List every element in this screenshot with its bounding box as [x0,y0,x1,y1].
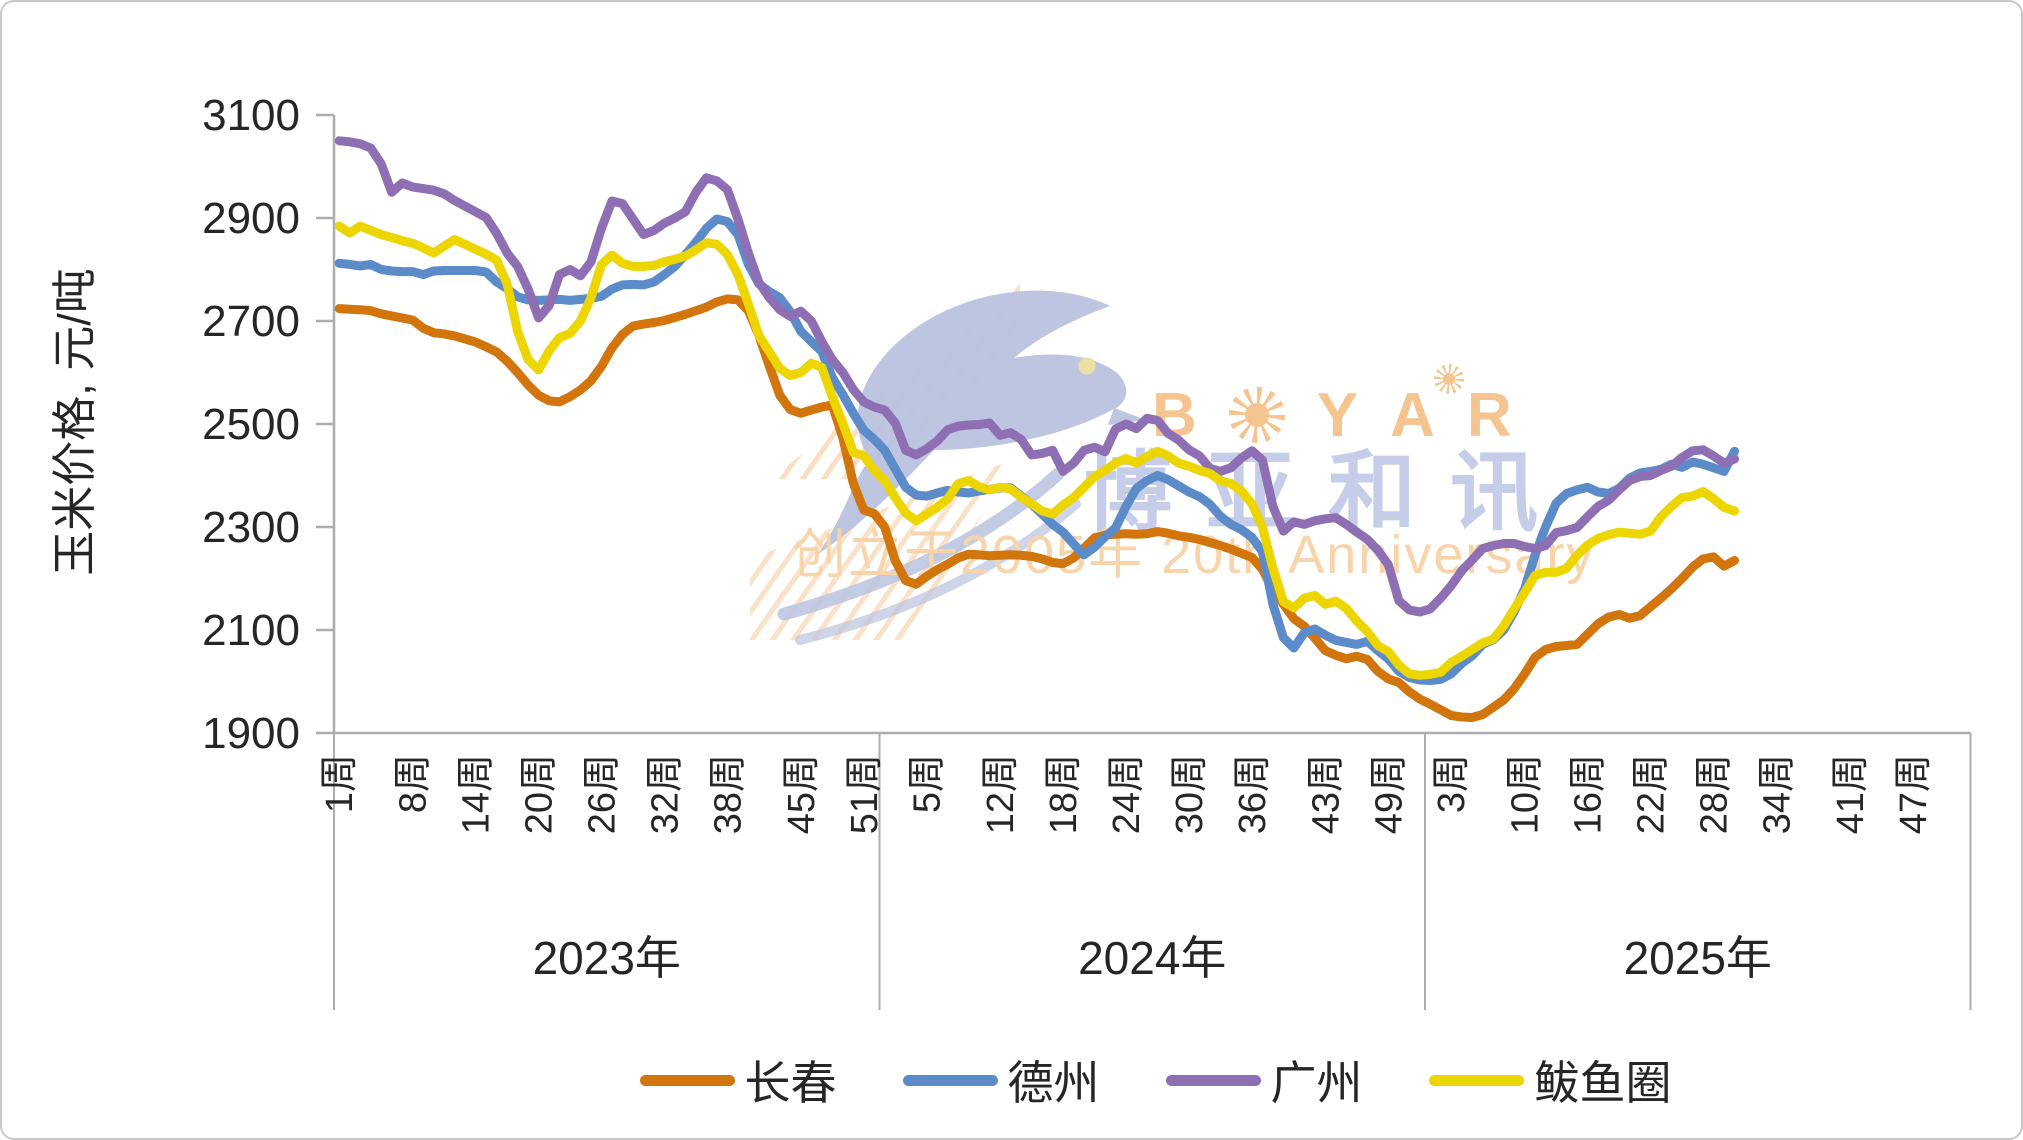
legend-label: 长春 [744,1057,837,1109]
x-tick-label: 1周 [319,754,361,813]
x-tick-label: 20周 [519,754,561,834]
legend-item-广州[interactable]: 广州 [1165,1047,1363,1113]
series-line-长春 [334,294,1739,722]
y-tick-label: 2500 [202,400,300,449]
sunburst-icon [1228,387,1285,443]
x-tick-label: 45周 [781,754,823,834]
brand-letter: R [1466,380,1512,450]
x-tick-label: 24周 [1106,754,1148,834]
x-tick-label: 32周 [644,754,686,834]
legend-swatch [1428,1074,1524,1086]
chart-legend: 长春 德州 广州 鲅鱼圈 [334,1050,1977,1110]
x-tick-label: 28周 [1693,754,1735,834]
y-tick-label: 2900 [202,194,300,243]
x-tick-label: 43周 [1305,754,1347,834]
x-tick-label: 38周 [707,754,749,834]
series-line-广州 [334,136,1739,617]
x-tick-label: 36周 [1232,754,1274,834]
legend-item-长春[interactable]: 长春 [639,1047,837,1113]
series-line-鲅鱼圈 [334,221,1739,680]
x-tick-label: 3周 [1431,754,1473,813]
x-tick-label: 16周 [1568,754,1610,834]
x-tick-label: 18周 [1043,754,1085,834]
legend-label: 广州 [1270,1057,1363,1109]
x-tick-label: 49周 [1368,754,1410,834]
brand-letter: A [1390,380,1435,450]
x-tick-label: 8周 [393,754,435,813]
y-tick-label: 3100 [202,91,300,140]
legend-swatch [1165,1074,1261,1086]
year-label: 2024年 [1078,932,1226,984]
x-tick-label: 5周 [907,754,949,813]
legend-swatch [639,1074,735,1086]
x-tick-label: 12周 [980,754,1022,834]
x-tick-label: 26周 [582,754,624,834]
legend-label: 德州 [1007,1057,1100,1109]
sunburst-small-icon [1434,364,1464,394]
x-tick-label: 41周 [1830,754,1872,834]
legend-label: 鲅鱼圈 [1533,1057,1672,1109]
y-tick-label: 1900 [202,709,300,758]
legend-item-德州[interactable]: 德州 [902,1047,1100,1113]
y-tick-label: 2300 [202,503,300,552]
y-axis-title: 玉米价格, 元/吨 [49,268,100,576]
x-tick-label: 10周 [1505,754,1547,834]
y-tick-label: 2700 [202,297,300,346]
year-label: 2025年 [1624,932,1772,984]
brand-letter: Y [1316,380,1359,450]
year-label: 2023年 [533,932,681,984]
x-tick-label: 34周 [1756,754,1798,834]
x-tick-label: 14周 [456,754,498,834]
x-tick-label: 51周 [844,754,886,834]
x-tick-label: 22周 [1631,754,1673,834]
legend-item-鲅鱼圈[interactable]: 鲅鱼圈 [1428,1047,1672,1113]
x-tick-label: 47周 [1893,754,1935,834]
y-tick-label: 2100 [202,606,300,655]
legend-swatch [902,1074,998,1086]
watermark-brand-boyar: B Y A R [1152,364,1522,450]
x-tick-label: 30周 [1169,754,1211,834]
